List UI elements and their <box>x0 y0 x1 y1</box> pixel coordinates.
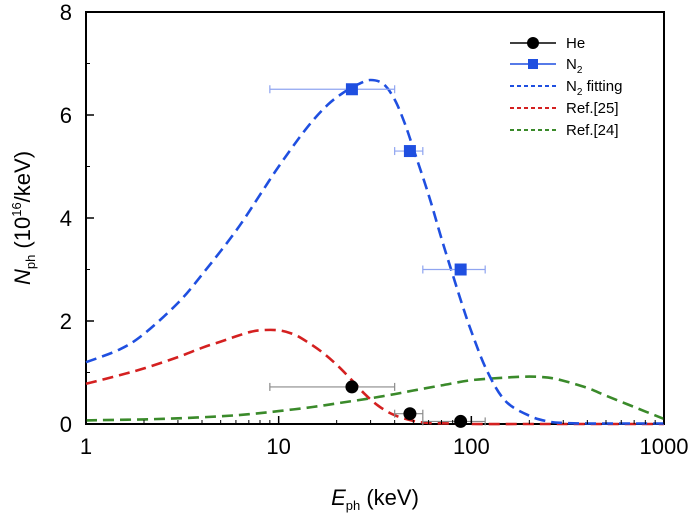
data-point-n2 <box>345 83 358 96</box>
series-line-ref25 <box>85 328 664 426</box>
legend-marker-n2 <box>528 59 538 69</box>
legend-label-n2-main: N <box>566 56 577 73</box>
y-axis-title-mid: (10 <box>10 217 35 255</box>
legend-label-n2-fitting-sub: 2 <box>577 87 583 98</box>
y-tick-label: 6 <box>60 103 72 128</box>
x-axis-title-main: E <box>331 485 346 510</box>
data-point-he <box>454 414 468 428</box>
data-point-he <box>345 380 359 394</box>
y-axis-title: Nph (1016/keV) <box>9 151 38 285</box>
data-point-n2 <box>454 263 467 276</box>
legend-label-ref24: Ref.[24] <box>566 122 619 139</box>
x-axis-title: Eph (keV) <box>331 485 419 513</box>
plot-area <box>85 11 665 428</box>
y-tick-label: 2 <box>60 309 72 334</box>
series-line-ref24 <box>85 375 665 422</box>
legend-label-n2-sub: 2 <box>577 65 583 76</box>
x-tick-label: 1 <box>80 434 92 459</box>
y-axis: 0 2 4 6 8 <box>60 0 94 437</box>
legend-label-ref25: Ref.[25] <box>566 100 619 117</box>
legend-label-n2: N2 <box>566 56 583 76</box>
x-tick-label: 10 <box>266 434 290 459</box>
y-axis-title-rest: /keV) <box>10 151 35 202</box>
data-point-n2 <box>403 145 416 158</box>
legend-label-n2-fitting-main: N <box>566 78 577 95</box>
y-tick-label: 8 <box>60 0 72 25</box>
y-axis-title-sub: ph <box>23 255 38 269</box>
x-tick-label: 1000 <box>640 434 689 459</box>
legend-label-n2-fitting-rest: fitting <box>582 78 622 95</box>
data-layer <box>85 78 665 428</box>
legend-label-n2-fitting: N2 fitting <box>566 78 622 98</box>
legend: He N2 N2 fitting Ref.[25] Ref.[24] <box>510 35 622 139</box>
legend-marker-he <box>527 37 539 49</box>
x-tick-label: 100 <box>453 434 490 459</box>
x-axis: 1 10 100 1000 <box>80 416 689 459</box>
legend-label-he: He <box>566 35 585 52</box>
data-point-he <box>403 407 417 421</box>
x-axis-title-sub: ph <box>346 498 360 513</box>
y-axis-title-sup: 16 <box>9 202 24 216</box>
y-axis-title-main: N <box>10 269 35 285</box>
y-tick-label: 0 <box>60 412 72 437</box>
y-tick-label: 4 <box>60 206 72 231</box>
x-axis-title-rest: (keV) <box>360 485 419 510</box>
